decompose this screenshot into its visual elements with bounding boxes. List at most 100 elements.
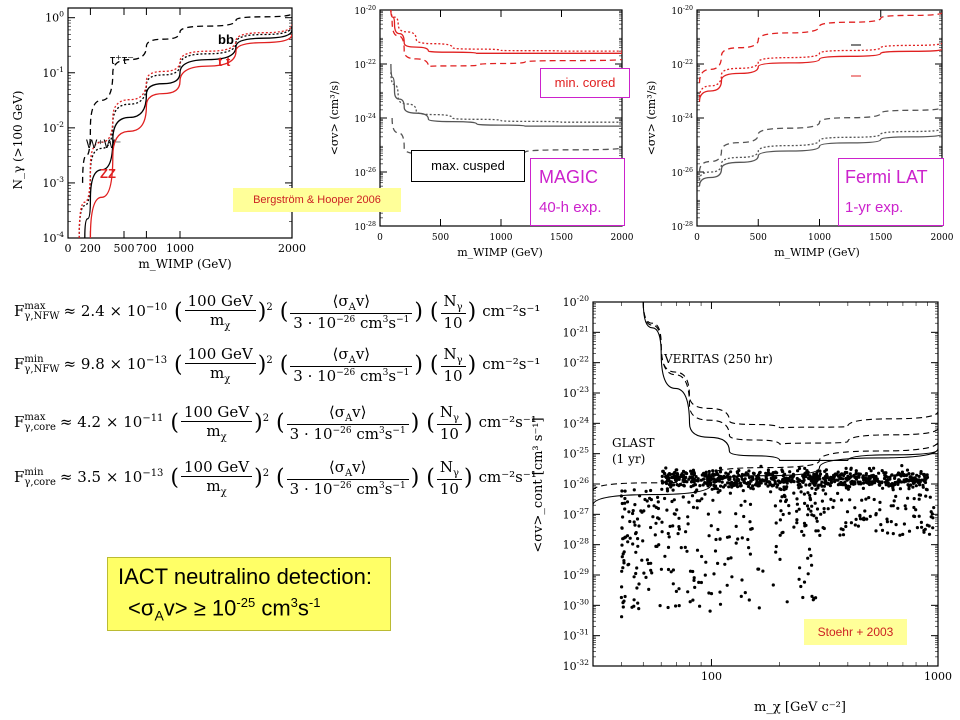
scatter-point [736,485,740,489]
scatter-point [813,491,817,496]
scatter-point [668,524,672,528]
scatter-point [728,491,732,495]
scatter-point [885,520,889,524]
scatter-point [631,509,635,513]
scatter-point [637,582,641,586]
scatter-point [620,543,624,547]
scatter-point [748,502,753,506]
scatter-point [692,471,696,475]
scatter-point [779,487,783,492]
mass-denominator: m [210,311,225,329]
scatter-point [743,591,747,595]
x-tick-label: 1000 [490,233,513,243]
x-tick-label: 2000 [278,242,306,255]
scatter-point [704,560,708,564]
scatter-point [932,506,936,510]
formula-sub: γ,NFW [24,364,60,375]
scatter-point [791,472,795,476]
scatter-point [691,598,695,602]
scatter-point [898,487,902,491]
scatter-point [905,473,909,477]
scatter-point [757,484,761,488]
mass-numerator: 100 GeV [181,458,253,477]
scatter-point [920,525,924,529]
scatter-point [644,489,648,493]
scatter-point [893,476,897,480]
scatter-point [913,480,917,484]
scatter-point [769,490,773,494]
scatter-point [893,480,897,485]
scatter-point [635,517,640,521]
scatter-point [806,491,810,495]
formula-sub: γ,core [24,422,56,433]
scatter-point [636,601,640,605]
scatter-point [843,480,847,484]
scatter-point [681,495,685,499]
scatter-point [891,482,895,486]
scatter-point [775,471,779,475]
scatter-point [703,573,707,577]
scatter-point [677,604,681,608]
scatter-point [665,508,669,512]
scatter-point [778,518,782,522]
scatter-point [685,549,689,553]
scatter-point [676,473,680,477]
scatter-point [858,514,862,518]
formula-coefficient: 9.8 [80,355,105,373]
scatter-point [621,605,625,609]
scatter-point [718,470,723,474]
scatter-point [644,575,648,579]
scatter-point [734,481,738,485]
scatter-point [908,475,912,479]
x-axis-label: m_WIMP (GeV) [774,246,860,259]
scatter-point [910,472,914,476]
scatter-point [871,473,875,477]
scatter-point [681,473,686,477]
scatter-point [780,495,784,499]
scatter-point [728,475,732,479]
scatter-point [917,493,921,497]
scatter-point [822,484,826,488]
scatter-point [742,479,746,483]
scatter-point [727,485,731,489]
scatter-point [633,503,637,507]
scatter-point [687,500,691,504]
scatter-point [799,490,803,494]
scatter-point [746,484,751,489]
scatter-point [739,594,743,598]
scatter-point [797,486,801,490]
scatter-point [874,529,878,533]
y-axis-label: <σv>_cont [cm³ s⁻¹] [531,417,546,552]
scatter-point [783,494,787,499]
scatter-point [688,600,692,604]
scatter-point [807,507,811,511]
scatter-point [861,481,866,485]
scatter-point [732,477,736,481]
scatter-point [752,472,756,476]
flux-units: cm⁻²s⁻¹ [478,413,537,431]
scatter-point [671,488,675,492]
scatter-point [894,494,898,498]
series-line-2 [698,42,942,98]
scatter-point [695,506,699,510]
scatter-point [798,566,802,570]
formula-coefficient: 2.4 [80,302,105,320]
scatter-point [927,532,932,536]
scatter-point [673,471,677,475]
scatter-point [889,504,893,508]
label-bb: bb [218,32,234,47]
scatter-point [678,482,682,486]
scatter-point [660,474,664,478]
scatter-point [842,473,846,478]
scatter-point [766,484,770,488]
x-tick-label: 1000 [166,242,194,255]
scatter-point [708,609,712,613]
scatter-point [853,523,857,527]
scatter-point [670,499,674,504]
scatter-point [854,476,858,480]
scatter-point [804,523,808,527]
scatter-point [654,521,658,525]
scatter-point [802,474,806,478]
